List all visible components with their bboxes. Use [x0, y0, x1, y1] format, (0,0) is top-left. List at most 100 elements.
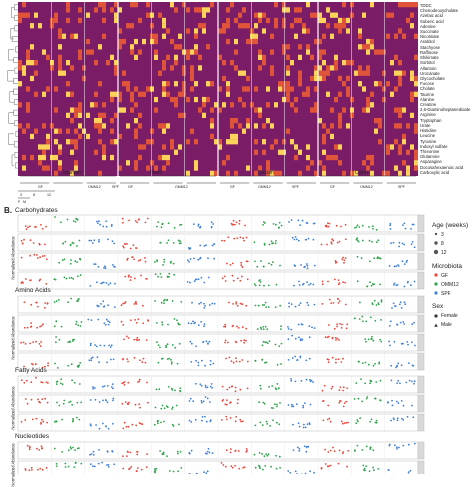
- data-point: [162, 358, 164, 360]
- data-point: [163, 421, 165, 423]
- heatmap-cell: [358, 28, 362, 33]
- data-point: [60, 383, 62, 385]
- data-point: [300, 264, 302, 266]
- data-point: [334, 328, 336, 330]
- data-point: [190, 398, 192, 400]
- data-point: [47, 382, 49, 384]
- data-point: [335, 337, 337, 339]
- data-point: [403, 244, 405, 246]
- data-point: [406, 260, 408, 262]
- data-point: [310, 404, 312, 406]
- data-point: [236, 326, 238, 328]
- data-point: [31, 469, 33, 471]
- data-point: [68, 401, 70, 403]
- legend-microbiota-marker: [434, 291, 437, 294]
- heatmap-cell: [182, 49, 186, 54]
- figure-canvas: [0, 0, 474, 474]
- heatmap-cell: [382, 71, 386, 76]
- data-point: [21, 421, 23, 423]
- data-point: [130, 319, 132, 321]
- data-point: [377, 256, 379, 258]
- heatmap-cell: [406, 171, 410, 176]
- data-point: [298, 304, 300, 306]
- heatmap-cell: [306, 44, 310, 49]
- data-point: [177, 453, 179, 455]
- heatmap-cell: [410, 76, 414, 81]
- site-label-cecum: Cecum: [258, 170, 274, 176]
- data-point: [25, 398, 27, 400]
- heatmap-cell: [22, 165, 26, 170]
- data-point: [173, 242, 175, 244]
- heatmap-cell: [134, 134, 138, 139]
- data-point: [338, 283, 340, 285]
- data-point: [327, 419, 329, 421]
- heatmap-cell: [22, 129, 26, 134]
- data-point: [73, 339, 75, 341]
- data-point: [407, 344, 409, 346]
- heatmap-cell: [254, 86, 258, 91]
- data-point: [102, 226, 104, 228]
- heatmap-cell: [398, 150, 402, 155]
- heatmap-cell: [350, 13, 354, 18]
- heatmap-cell: [230, 102, 234, 107]
- data-point: [255, 360, 257, 362]
- heatmap-cell: [134, 160, 138, 165]
- data-point: [127, 451, 129, 453]
- data-point: [307, 265, 309, 267]
- heatmap-cell: [334, 13, 338, 18]
- heatmap-cell: [102, 7, 106, 12]
- data-point: [396, 382, 398, 384]
- data-point: [237, 399, 239, 401]
- data-point: [63, 400, 65, 402]
- data-point: [332, 386, 334, 388]
- data-point: [121, 304, 123, 306]
- data-point: [328, 226, 330, 228]
- heatmap-cell: [166, 160, 170, 165]
- heatmap-cell: [42, 144, 46, 149]
- heatmap-cell: [294, 107, 298, 112]
- data-point: [292, 237, 294, 239]
- data-point: [155, 468, 157, 470]
- data-point: [257, 328, 259, 330]
- data-point: [361, 316, 363, 318]
- data-point: [366, 398, 368, 400]
- data-point: [345, 238, 347, 240]
- data-point: [38, 449, 40, 451]
- data-point: [342, 281, 344, 283]
- data-point: [56, 465, 58, 467]
- data-point: [404, 303, 406, 305]
- heatmap-cell: [350, 2, 354, 7]
- data-point: [255, 305, 257, 307]
- data-point: [103, 305, 105, 307]
- data-point: [174, 318, 176, 320]
- heatmap-cell: [222, 28, 226, 33]
- data-point: [247, 261, 249, 263]
- data-point: [146, 453, 148, 455]
- data-point: [336, 323, 338, 325]
- heatmap-cell: [330, 13, 334, 18]
- heatmap-cell: [186, 49, 190, 54]
- heatmap-cell: [46, 134, 50, 139]
- data-point: [130, 466, 132, 468]
- data-point: [36, 327, 38, 329]
- data-point: [380, 341, 382, 343]
- data-point: [276, 284, 278, 286]
- heatmap-cell: [342, 18, 346, 23]
- heatmap-cell: [258, 13, 262, 18]
- data-point: [308, 284, 310, 286]
- data-point: [390, 365, 392, 367]
- heatmap-cell: [370, 155, 374, 160]
- data-point: [171, 363, 173, 365]
- data-point: [265, 326, 267, 328]
- heatmap-cell: [94, 150, 98, 155]
- age-label-12: 12: [47, 192, 51, 198]
- heatmap-cell: [346, 76, 350, 81]
- data-point: [54, 448, 56, 450]
- data-point: [411, 381, 413, 383]
- data-point: [370, 446, 372, 448]
- data-point: [278, 345, 280, 347]
- data-point: [342, 358, 344, 360]
- heatmap-cell: [166, 155, 170, 160]
- data-point: [205, 244, 207, 246]
- data-point: [47, 365, 49, 367]
